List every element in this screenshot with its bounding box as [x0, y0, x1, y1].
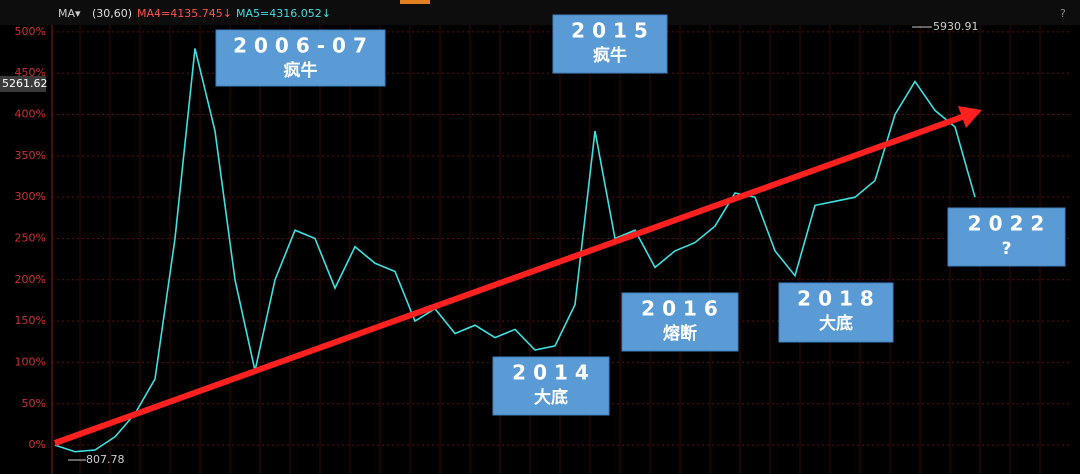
- price-tag-bg: [0, 76, 46, 92]
- annotation-subtitle: 疯牛: [284, 60, 318, 81]
- annotation-subtitle: 大底: [819, 313, 853, 334]
- y-tick-label: 100%: [15, 355, 46, 368]
- ma4-label: MA4=4135.745↓: [137, 7, 232, 20]
- annotation-subtitle: ?: [1002, 239, 1012, 259]
- annotation-title: 2015: [571, 19, 655, 43]
- y-tick-label: 200%: [15, 273, 46, 286]
- y-tick-label: 150%: [15, 314, 46, 327]
- trend-arrow: [53, 113, 967, 446]
- annotation-title: 2022: [968, 212, 1052, 236]
- annotation-subtitle: 熔断: [663, 323, 697, 344]
- annotation-title: 2014: [512, 361, 596, 385]
- annotation-title: 2016: [641, 297, 725, 321]
- y-tick-label: 450%: [15, 66, 46, 79]
- annotation-box: [215, 29, 386, 87]
- low-label: 807.78: [86, 453, 125, 466]
- y-tick-label: 350%: [15, 149, 46, 162]
- y-tick-label: 500%: [15, 25, 46, 38]
- annotation-box: [621, 292, 739, 352]
- annotation-box: [492, 356, 610, 416]
- y-tick-label: 50%: [22, 397, 46, 410]
- ma5-label: MA5=4316.052↓: [236, 7, 331, 20]
- annotation-subtitle: 大底: [534, 387, 568, 408]
- toolbar-marker: [400, 0, 430, 4]
- annotation-title: 2018: [797, 287, 881, 311]
- annotation-title: 2006-07: [233, 34, 374, 58]
- annotation-box: [552, 14, 668, 74]
- indicator[interactable]: MA▾: [58, 7, 81, 20]
- y-tick-label: 250%: [15, 231, 46, 244]
- y-tick-label: 400%: [15, 108, 46, 121]
- trend-arrowhead: [958, 106, 982, 128]
- annotation-box: [947, 207, 1066, 267]
- params: (30,60): [92, 7, 132, 20]
- price-tag: 5261.62: [2, 77, 48, 90]
- annotation-subtitle: 疯牛: [593, 45, 627, 66]
- annotation-box: [778, 282, 894, 343]
- high-label: 5930.91: [933, 20, 979, 33]
- price-line: [54, 48, 976, 453]
- help[interactable]: ?: [1060, 7, 1066, 20]
- toolbar: [0, 0, 1080, 25]
- y-tick-label: 300%: [15, 190, 46, 203]
- y-tick-label: 0%: [29, 438, 46, 451]
